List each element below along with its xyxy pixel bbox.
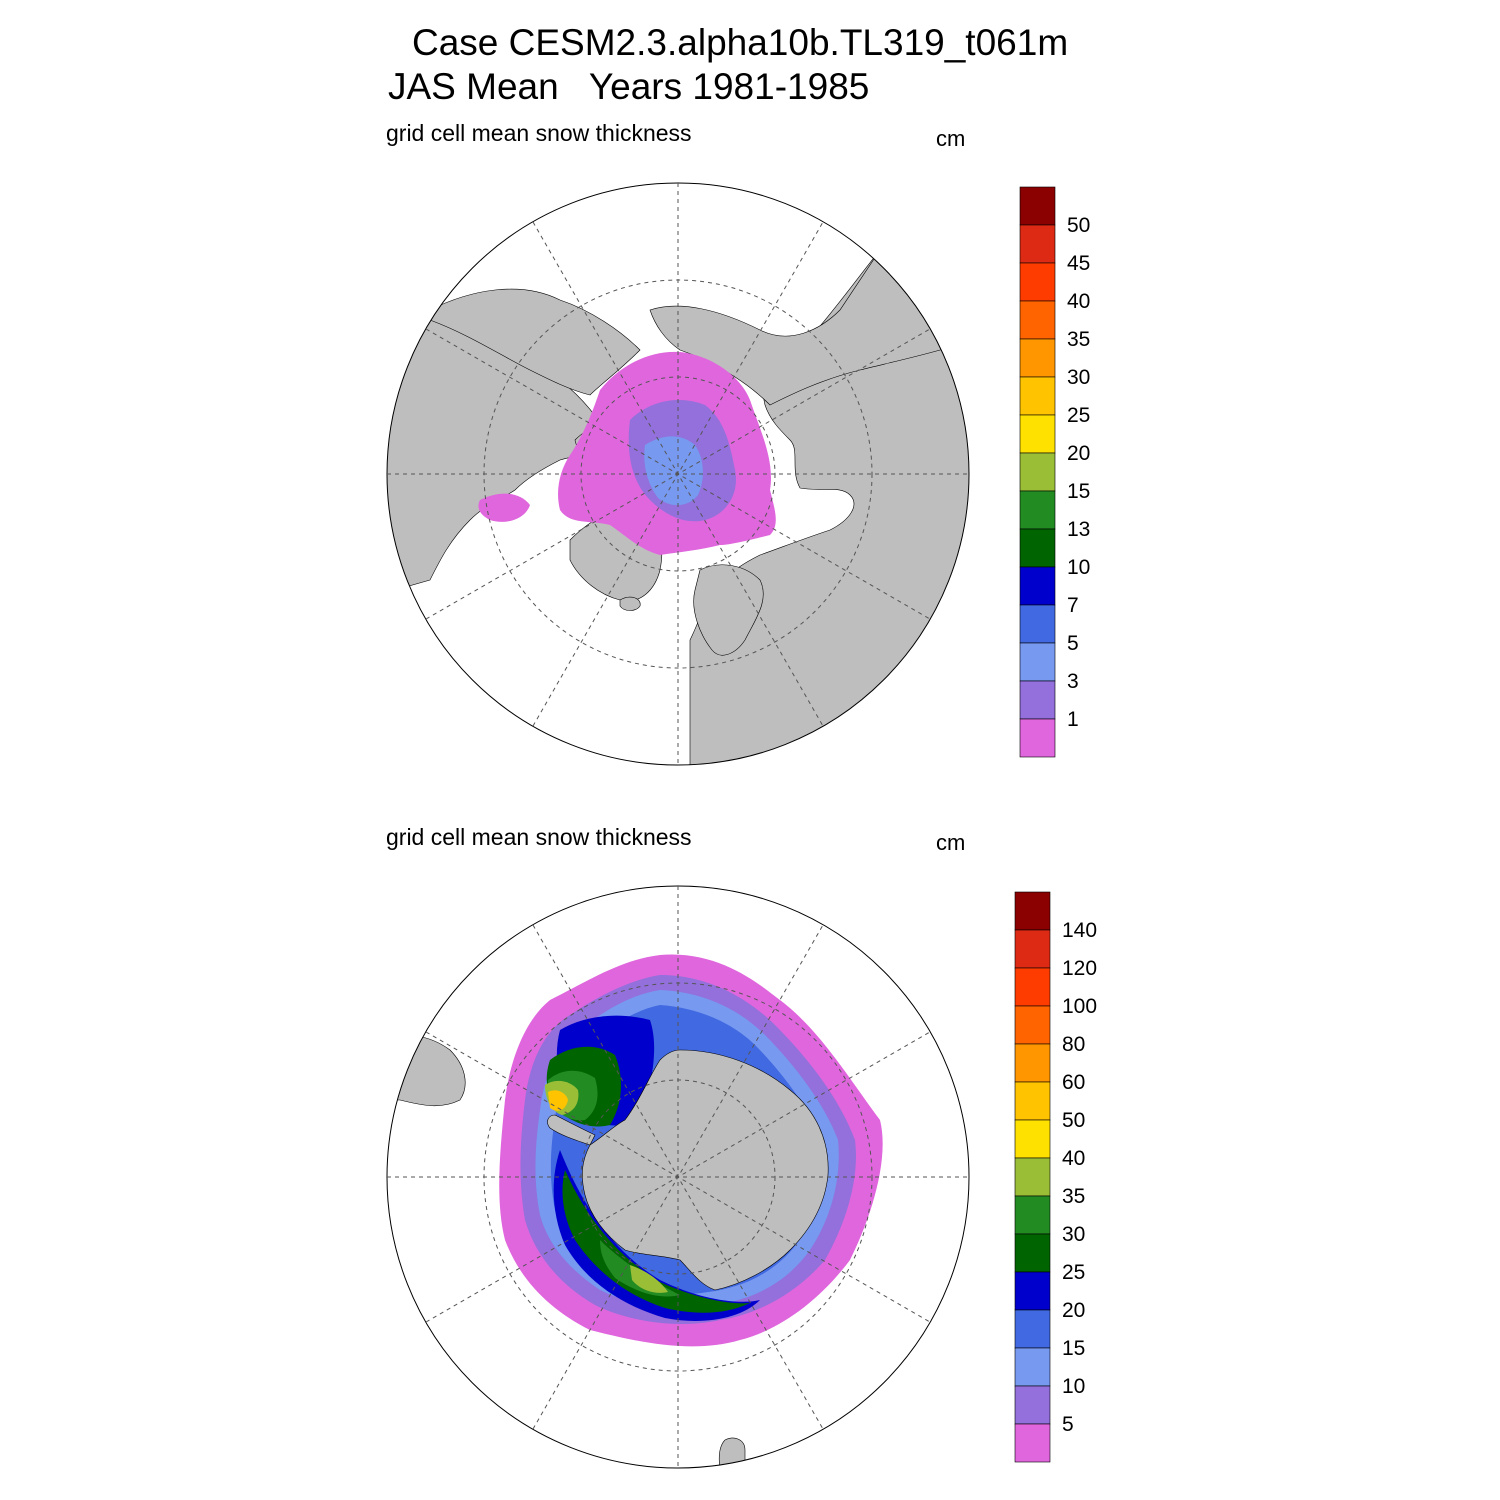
arctic-colorbar-tick-label: 45 [1067,252,1090,275]
antarctic-colorbar-tick-label: 15 [1062,1337,1085,1360]
antarctic-colorbar-box [1014,1195,1051,1235]
antarctic-colorbar-box [1014,1119,1051,1159]
arctic-colorbar-box [1019,452,1056,492]
antarctic-colorbar-tick-label: 100 [1062,995,1097,1018]
antarctic-variable-label: grid cell mean snow thickness [386,824,692,850]
arctic-colorbar-tick-label: 15 [1067,480,1090,503]
antarctic-colorbar: 140 120 100 80 60 50 40 35 30 25 20 15 10 5 [1014,891,1097,1463]
weddell-snow-yellow [548,1090,568,1111]
arctic-colorbar-box [1019,186,1056,226]
ross-snow-darkblue [553,1150,760,1321]
arctic-colorbar-box [1019,300,1056,340]
arctic-colorbar: 50 45 40 35 30 25 20 15 13 10 7 5 3 1 [1019,186,1090,758]
antarctic-colorbar-tick-label: 35 [1062,1185,1085,1208]
arctic-map [386,182,970,766]
antarctic-colorbar-tick-label: 10 [1062,1375,1085,1398]
arctic-colorbar-box [1019,566,1056,606]
arctic-colorbar-tick-label: 20 [1067,442,1090,465]
africa-tip-land [718,1437,746,1468]
arctic-colorbar-tick-label: 30 [1067,366,1090,389]
antarctic-colorbar-box [1014,1271,1051,1311]
antarctic-colorbar-tick-label: 140 [1062,919,1097,942]
period-title: JAS Mean Years 1981-1985 [388,66,870,107]
arctic-colorbar-tick-label: 3 [1067,670,1079,693]
antarctic-colorbar-tick-label: 30 [1062,1223,1085,1246]
antarctic-colorbar-tick-label: 80 [1062,1033,1085,1056]
antarctic-colorbar-box [1014,1347,1051,1387]
antarctic-colorbar-box [1014,1423,1051,1463]
arctic-colorbar-tick-label: 13 [1067,518,1090,541]
antarctic-colorbar-box [1014,1385,1051,1425]
arctic-colorbar-tick-label: 10 [1067,556,1090,579]
arctic-colorbar-tick-label: 5 [1067,632,1079,655]
antarctic-colorbar-tick-label: 60 [1062,1071,1085,1094]
antarctic-colorbar-tick-label: 120 [1062,957,1097,980]
hudson-bay-snow [478,493,530,522]
antarctica-land [581,1049,829,1291]
arctic-colorbar-box [1019,262,1056,302]
antarctic-colorbar-box [1014,1157,1051,1197]
arctic-colorbar-box [1019,376,1056,416]
antarctic-colorbar-box [1014,929,1051,969]
arctic-graticule [387,183,969,765]
antarctic-colorbar-box [1014,1309,1051,1349]
antarctic-colorbar-tick-label: 25 [1062,1261,1085,1284]
antarctic-colorbar-box [1014,1005,1051,1045]
arctic-colorbar-box [1019,718,1056,758]
antarctic-colorbar-tick-label: 50 [1062,1109,1085,1132]
arctic-colorbar-box [1019,414,1056,454]
arctic-colorbar-tick-label: 50 [1067,214,1090,237]
arctic-colorbar-box [1019,604,1056,644]
iceland-land [619,596,641,611]
antarctic-colorbar-box [1014,1081,1051,1121]
arctic-colorbar-tick-label: 35 [1067,328,1090,351]
arctic-colorbar-box [1019,642,1056,682]
antarctic-colorbar-tick-label: 40 [1062,1147,1085,1170]
antarctic-graticule [387,886,969,1468]
arctic-colorbar-box [1019,490,1056,530]
arctic-colorbar-tick-label: 40 [1067,290,1090,313]
antarctic-colorbar-tick-label: 5 [1062,1413,1074,1436]
arctic-colorbar-tick-label: 25 [1067,404,1090,427]
antarctic-colorbar-box [1014,1233,1051,1273]
arctic-units-label: cm [936,126,966,151]
antarctic-map [386,885,970,1469]
arctic-colorbar-box [1019,338,1056,378]
antarctic-colorbar-tick-label: 20 [1062,1299,1085,1322]
arctic-colorbar-box [1019,528,1056,568]
ross-snow-darkgreen [562,1170,750,1313]
alaska-land [429,288,641,396]
arctic-colorbar-tick-label: 1 [1067,708,1079,731]
antarctic-units-label: cm [936,830,966,855]
antarctic-peninsula-land [547,1114,596,1146]
arctic-snow-lightblue [644,436,703,506]
scandinavia-land [693,564,764,656]
arctic-colorbar-box [1019,224,1056,264]
arctic-colorbar-box [1019,680,1056,720]
antarctic-colorbar-box [1014,967,1051,1007]
arctic-variable-label: grid cell mean snow thickness [386,120,692,146]
arctic-colorbar-tick-label: 7 [1067,594,1079,617]
antarctic-colorbar-box [1014,1043,1051,1083]
case-title: Case CESM2.3.alpha10b.TL319_t061m [412,22,1069,63]
antarctic-colorbar-box [1014,891,1051,931]
ross-snow-olive [630,1265,668,1293]
